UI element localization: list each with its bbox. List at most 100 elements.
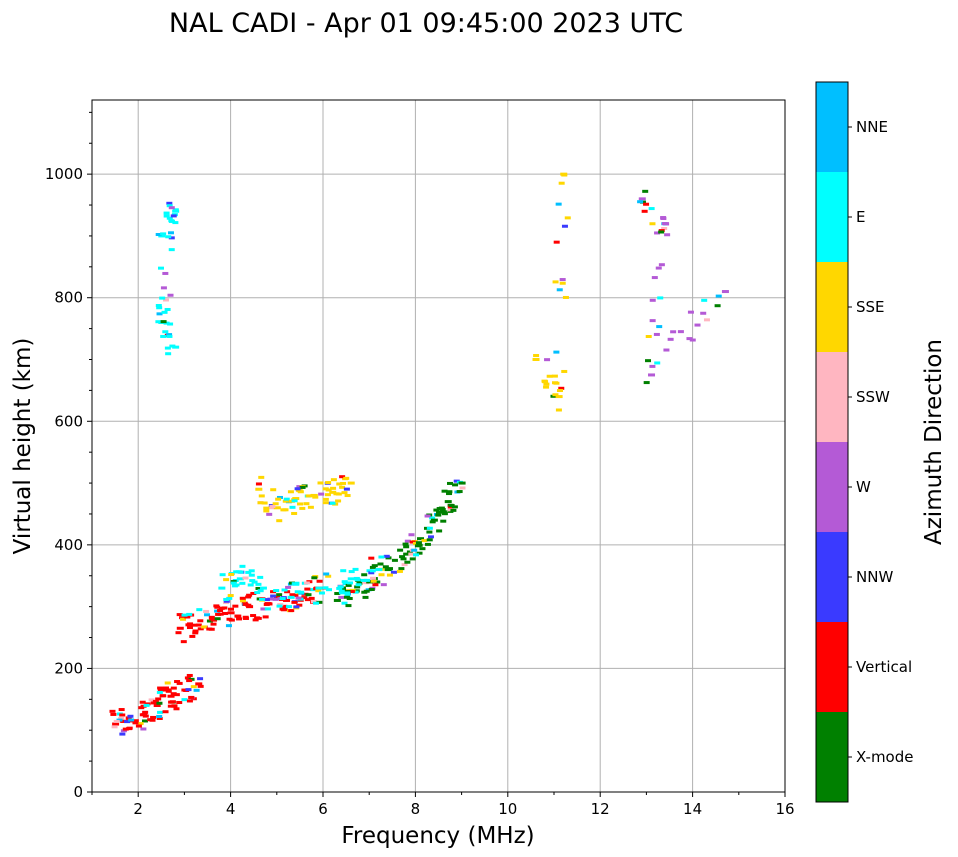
echo-fill (372, 583, 379, 587)
echo-fill (345, 604, 352, 608)
echo-fill (553, 381, 560, 385)
echo-fill (689, 338, 696, 342)
echo-fill (338, 589, 345, 593)
echo-point (255, 487, 263, 491)
echo-fill (651, 276, 658, 280)
echo-fill (171, 704, 178, 708)
echo-fill (654, 231, 661, 235)
colorbar-tick-label: NNE (856, 118, 888, 136)
echo-fill (645, 359, 652, 363)
echo-point (638, 197, 646, 201)
echo-fill (225, 624, 232, 628)
colorbar-tick-label: SSW (856, 388, 890, 406)
echo-fill (247, 583, 254, 587)
echo-fill (140, 704, 147, 708)
echo-fill (270, 590, 277, 594)
echo-fill (298, 590, 305, 594)
echo-fill (641, 209, 648, 213)
echo-fill (236, 617, 243, 621)
echo-fill (110, 712, 117, 716)
echo-fill (160, 232, 167, 236)
echo-point (721, 290, 729, 294)
echo-fill (160, 286, 167, 290)
echo-fill (345, 583, 352, 587)
echo-fill (543, 385, 550, 389)
echo-fill (326, 588, 333, 592)
echo-fill (180, 617, 187, 621)
echo-fill (242, 602, 249, 606)
echo-fill (552, 280, 559, 284)
grid (92, 100, 786, 793)
echo-fill (370, 576, 377, 580)
echo-fill (397, 548, 404, 552)
echo-fill (360, 578, 367, 582)
echo-point (153, 704, 161, 707)
echo-fill (383, 554, 390, 558)
trace-spread-f-cloud (218, 555, 385, 609)
echo-fill (276, 604, 283, 608)
echo-fill (415, 541, 422, 545)
echo-fill (206, 619, 213, 623)
echo-fill (280, 508, 287, 512)
echo-fill (203, 609, 210, 613)
echo-fill (282, 499, 289, 503)
echo-fill (184, 676, 191, 680)
echo-fill (436, 510, 443, 514)
echo-fill (340, 588, 347, 592)
echo-fill (152, 699, 159, 703)
echo-fill (335, 499, 342, 503)
echo-fill (429, 516, 436, 520)
echo-fill (195, 623, 202, 627)
echo-fill (223, 597, 230, 601)
echo-point (172, 209, 180, 213)
echo-fill (354, 578, 361, 582)
echo-fill (299, 506, 306, 510)
echo-fill (259, 597, 266, 601)
echo-fill (645, 335, 652, 339)
echo-fill (167, 231, 174, 235)
echo-fill (252, 618, 259, 622)
echo-fill (426, 530, 433, 534)
echo-fill (318, 492, 325, 496)
echo-fill (556, 389, 563, 393)
echo-fill (125, 716, 132, 720)
echo-fill (143, 703, 150, 707)
echo-fill (197, 627, 204, 631)
echo-fill (142, 710, 149, 714)
echo-fill (142, 714, 149, 718)
chart-title: NAL CADI - Apr 01 09:45:00 2023 UTC (169, 8, 683, 39)
echo-fill (248, 569, 255, 573)
colorbar-tick-label: X-mode (856, 748, 913, 766)
echo-fill (391, 558, 398, 562)
echo-fill (281, 604, 288, 608)
echo-fill (390, 570, 397, 574)
echo-fill (649, 319, 656, 323)
echo-fill (214, 617, 221, 621)
echo-fill (336, 482, 343, 486)
echo-point (329, 490, 337, 494)
echo-fill (553, 240, 560, 244)
echo-fill (371, 564, 378, 568)
echo-fill (340, 481, 347, 485)
echo-point (458, 481, 466, 485)
echo-fill (658, 230, 665, 234)
echo-fill (555, 202, 562, 206)
echo-fill (643, 202, 650, 206)
echo-fill (258, 494, 265, 498)
echo-fill (556, 288, 563, 292)
echo-fill (211, 618, 218, 622)
echo-fill (293, 605, 300, 609)
echo-fill (266, 512, 273, 516)
colorbar-segment-e (816, 172, 848, 262)
echo-fill (310, 600, 317, 604)
echo-point (227, 611, 235, 615)
echo-fill (262, 615, 269, 619)
y-axis-label: Virtual height (km) (10, 338, 36, 555)
echo-fill (279, 597, 286, 601)
echo-fill (189, 634, 196, 638)
echo-fill (451, 505, 458, 509)
echo-point (292, 497, 300, 501)
echo-point (218, 586, 226, 590)
y-tick-label: 800 (54, 289, 83, 307)
echo-fill (362, 595, 369, 599)
